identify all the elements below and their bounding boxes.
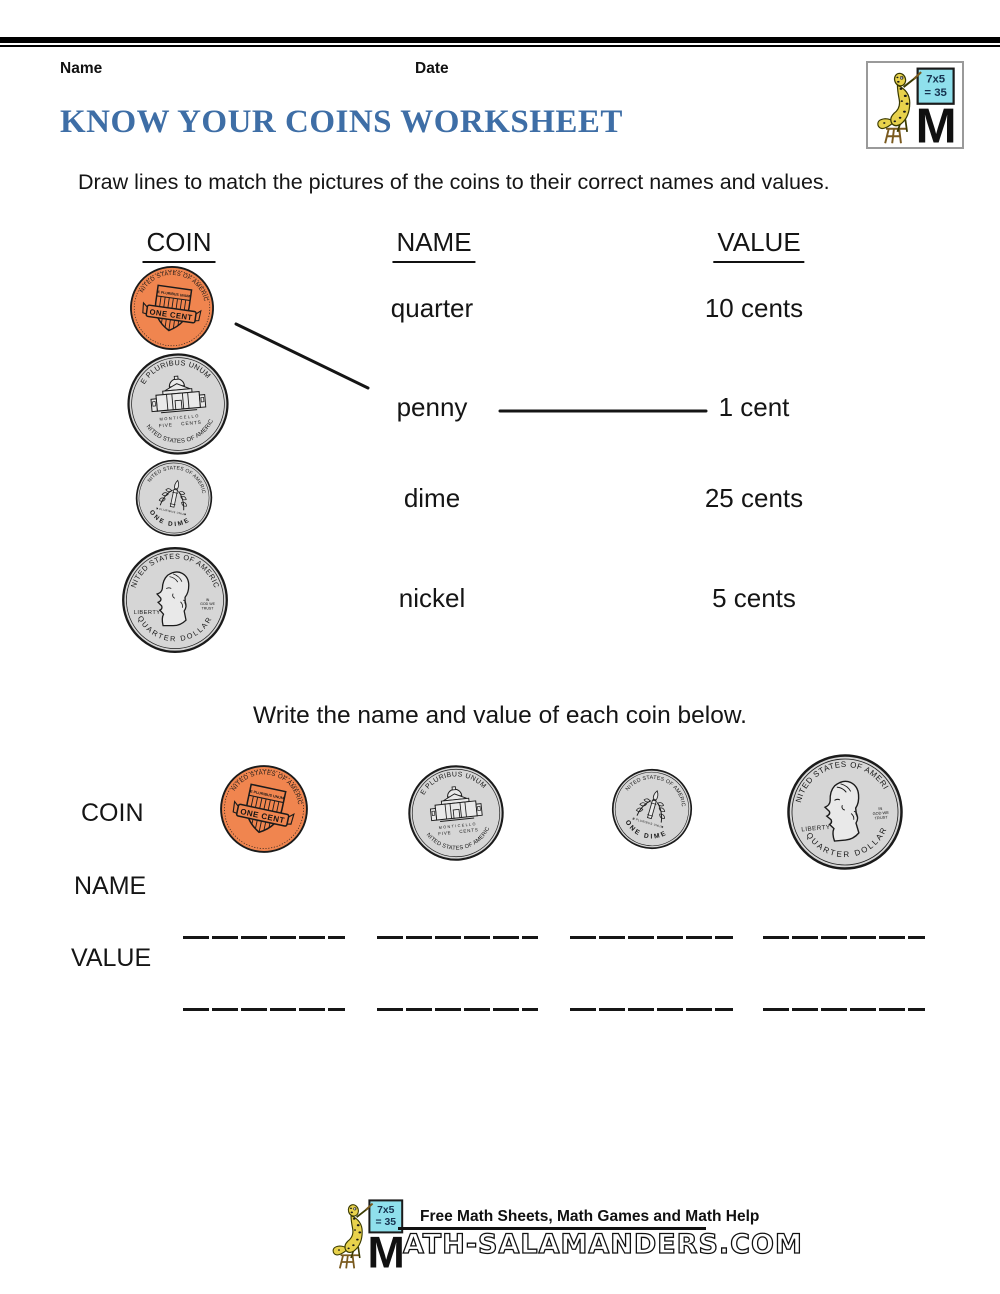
footer-tagline: Free Math Sheets, Math Games and Math He…: [420, 1208, 760, 1225]
column-header-value: VALUE: [713, 227, 805, 263]
name-option-quarter: quarter: [390, 293, 474, 323]
write-coin-nickel: [401, 758, 511, 868]
site-logo: [866, 61, 964, 149]
page-title: KNOW YOUR COINS WORKSHEET: [60, 104, 623, 140]
write-row-label-name: NAME: [74, 872, 147, 900]
value-option-5-cents: 5 cents: [712, 583, 796, 613]
top-rule-thin: [0, 45, 1000, 47]
write-coin-dime: [600, 757, 704, 861]
value-option-1-cent: 1 cent: [718, 392, 790, 422]
footer-logo-icon: [327, 1198, 407, 1270]
name-blank-3[interactable]: [570, 936, 733, 940]
footer-rule: [398, 1227, 706, 1230]
column-header-name: NAME: [392, 227, 476, 263]
value-option-25-cents: 25 cents: [704, 483, 804, 513]
name-option-penny: penny: [396, 392, 468, 422]
match-coin-penny: [122, 258, 221, 357]
name-option-nickel: nickel: [398, 583, 466, 613]
value-blank-1[interactable]: [183, 1008, 345, 1012]
name-option-dime: dime: [403, 483, 461, 513]
write-row-label-coin: COIN: [81, 799, 144, 827]
top-rule-thick: [0, 37, 1000, 43]
write-coin-penny: [209, 754, 318, 863]
name-blank-4[interactable]: [763, 936, 925, 940]
match-coin-quarter: [120, 545, 230, 655]
drawn-line-penny-coin-to-name: [234, 322, 370, 390]
match-coin-dime: [127, 451, 222, 546]
write-row-label-value: VALUE: [71, 944, 152, 972]
footer-brand: ATH-SALAMANDERS.COM: [402, 1228, 803, 1260]
write-coin-quarter: [780, 747, 910, 877]
value-blank-4[interactable]: [763, 1008, 925, 1012]
date-label: Date: [415, 60, 449, 77]
value-option-10-cents: 10 cents: [704, 293, 804, 323]
value-blank-2[interactable]: [377, 1008, 538, 1012]
match-instruction: Draw lines to match the pictures of the …: [78, 170, 830, 194]
write-instruction: Write the name and value of each coin be…: [253, 702, 747, 729]
column-header-coin: COIN: [142, 227, 216, 263]
name-blank-2[interactable]: [377, 936, 538, 940]
name-blank-1[interactable]: [183, 936, 345, 940]
value-blank-3[interactable]: [570, 1008, 733, 1012]
name-label: Name: [60, 60, 103, 77]
match-coin-nickel: [121, 347, 236, 462]
site-logo-icon: [871, 66, 959, 145]
